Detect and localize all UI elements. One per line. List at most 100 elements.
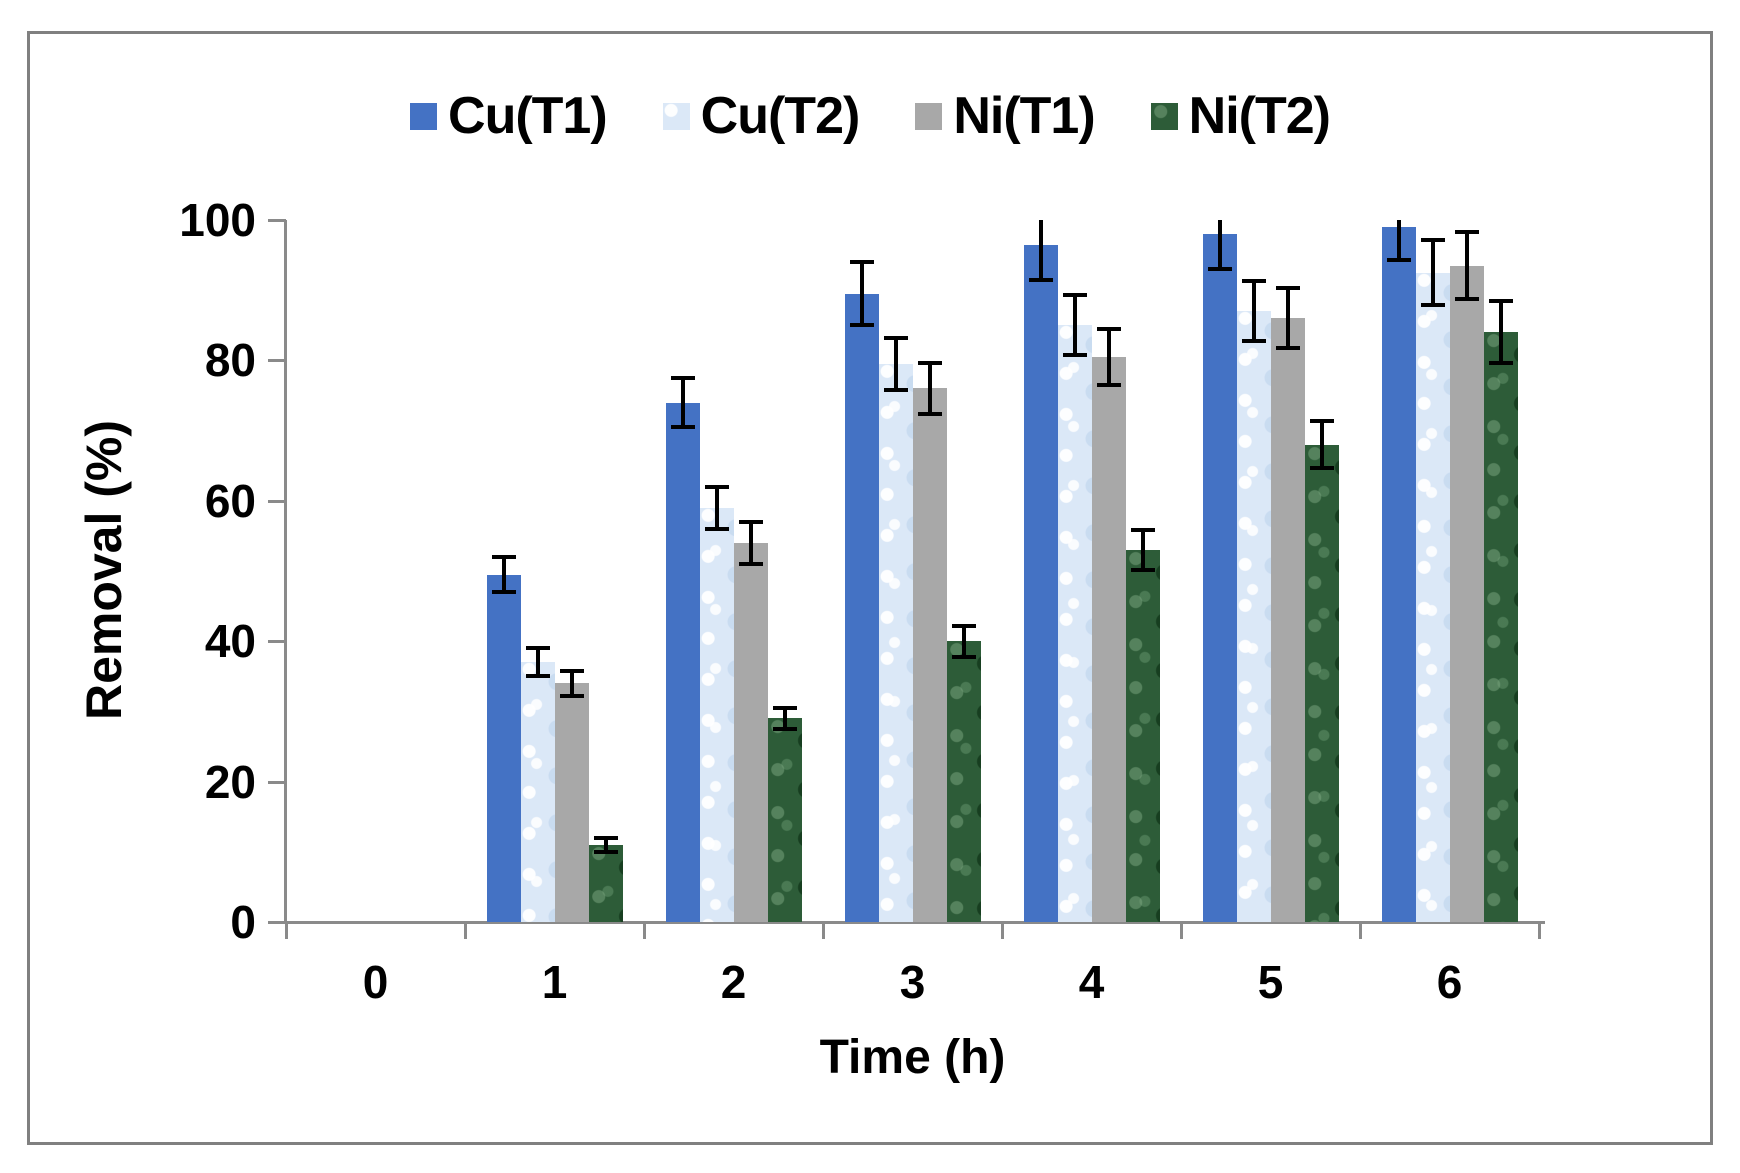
error-bar-line [1464,231,1469,300]
error-bar-cap-top [738,519,763,524]
y-tick-label: 0 [230,896,256,948]
error-bar-cap-bottom [1309,465,1334,470]
x-tick [1180,922,1183,939]
legend-swatch-cu-t1 [410,102,438,130]
error-bar-cap-top [670,375,695,380]
y-tick-label: 40 [204,615,256,668]
bar-cut2-5h [1236,311,1271,922]
error-bar-cap-top [525,646,550,651]
error-bar-cap-bottom [951,654,976,659]
x-tick-label: 1 [541,956,568,1008]
bar-nit1-5h [1270,318,1305,922]
bar-nit2-2h [767,718,802,922]
error-bar-cap-top [849,260,874,265]
error-bar-cap-top [593,835,618,840]
y-tick-label: 100 [179,194,256,246]
y-axis-line [284,220,287,924]
error-bar-line [501,556,506,593]
bar-cut2-1h [520,662,555,922]
error-bar-cap-bottom [917,412,942,417]
error-bar-cap-top [1096,326,1121,331]
x-tick-label: 2 [720,956,747,1008]
bar-nit2-4h [1125,549,1160,922]
legend-swatch-cu-t2 [662,102,690,130]
x-tick-label: 5 [1257,956,1284,1008]
legend: Cu(T1) Cu(T2) Ni(T1) Ni(T2) [0,86,1740,146]
error-bar-cap-top [559,668,584,673]
error-bar-cap-bottom [491,590,516,595]
error-bar-cap-top [1241,279,1266,284]
error-bar-cap-bottom [1207,267,1232,272]
y-tick [268,921,286,924]
error-bar-cap-bottom [525,674,550,679]
bar-nit1-3h [912,388,947,922]
error-bar-cap-top [704,484,729,489]
error-bar-cap-top [1275,286,1300,291]
error-bar-line [1217,220,1222,270]
error-bar-cap-bottom [1241,339,1266,344]
x-tick [1538,922,1541,939]
x-tick [1359,922,1362,939]
error-bar-line [603,837,608,852]
legend-label-ni-t2: Ni(T2) [1188,87,1331,145]
x-tick [285,922,288,939]
bar-nit1-4h [1091,356,1126,922]
bar-cut1-1h [486,574,521,922]
error-bar-line [1072,295,1077,356]
error-bar-cap-bottom [1454,297,1479,302]
bar-cut2-3h [878,363,913,922]
y-tick [268,780,286,784]
error-bar-cap-bottom [670,425,695,430]
error-bar-cap-bottom [1275,346,1300,351]
bar-cut2-2h [699,507,734,922]
error-bar-line [782,707,787,729]
legend-label-ni-t1: Ni(T1) [953,87,1095,145]
error-bar-cap-top [917,360,942,365]
error-bar-line [893,337,898,390]
error-bar-cap-bottom [559,693,584,698]
error-bar-cap-bottom [1096,382,1121,387]
bar-cut2-6h [1415,272,1450,922]
error-bar-line [680,377,685,428]
y-axis-title: Removal (%) [76,419,132,721]
error-bar-line [927,362,932,415]
x-axis-title: Time (h) [819,1031,1006,1084]
error-bar-cap-bottom [1488,361,1513,366]
error-bar-cap-top [772,705,797,710]
error-bar-line [1319,421,1324,468]
y-tick [268,499,286,503]
bar-cut2-4h [1057,325,1092,922]
error-bar-cap-top [951,623,976,628]
x-tick [1001,922,1004,939]
bar-nit2-3h [946,641,981,922]
error-bar-cap-bottom [1062,353,1087,358]
legend-swatch-ni-t1 [915,102,943,130]
x-tick-label: 0 [362,956,389,1008]
error-bar-line [1498,301,1503,364]
bar-nit1-2h [733,542,768,922]
error-bar-cap-top [1454,229,1479,234]
bar-cut1-5h [1202,234,1237,922]
error-bar-line [859,262,864,326]
error-bar-cap-bottom [1420,302,1445,307]
legend-swatch-ni-t2 [1150,102,1178,130]
error-bar-cap-bottom [1130,567,1155,572]
error-bar-cap-bottom [849,323,874,328]
legend-item-ni-t1: Ni(T1) [915,86,1096,146]
error-bar-cap-bottom [772,726,797,731]
x-tick [643,922,646,939]
bar-nit2-1h [588,844,623,922]
error-bar-cap-bottom [1386,258,1411,262]
x-tick-label: 4 [1078,956,1105,1008]
error-bar-line [961,625,966,657]
legend-item-cu-t2: Cu(T2) [662,86,860,146]
bar-nit2-5h [1304,444,1339,922]
error-bar-line [569,670,574,696]
y-tick-label: 80 [204,334,256,387]
error-bar-line [714,486,719,529]
error-bar-line [1396,220,1401,260]
error-bar-line [535,648,540,677]
error-bar-line [1285,288,1290,349]
error-bar-line [1106,328,1111,385]
